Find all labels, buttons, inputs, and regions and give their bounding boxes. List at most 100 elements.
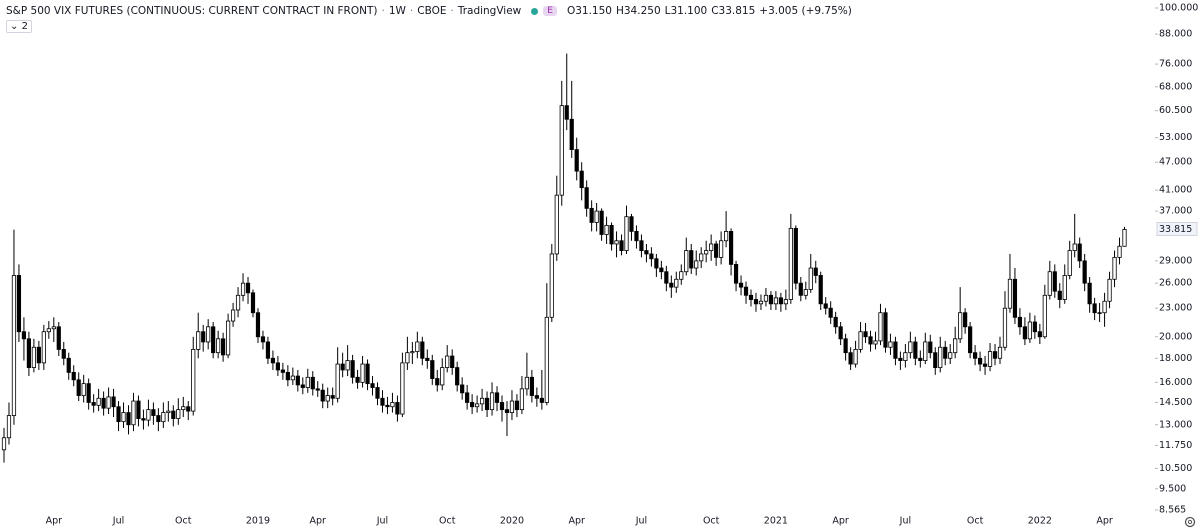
chart-title: S&P 500 VIX FUTURES (CONTINUOUS: CURRENT… [6,5,378,17]
candle-body [136,400,141,419]
candle-body [1122,229,1127,247]
candle-body [1,437,7,451]
candle-body [833,316,838,328]
candle-body [494,392,500,403]
candle-body [116,406,121,423]
candle-body [161,412,166,423]
candle-body [928,341,933,354]
y-tick-label: 41.000 [1159,185,1192,196]
y-tick-label: 16.000 [1159,377,1192,388]
candle-body [893,341,898,359]
candle-body [66,357,71,373]
candle-body [579,170,584,189]
candle-body [375,387,380,399]
candle-body [714,243,719,258]
candle-body [758,300,764,305]
candle-body [828,307,833,318]
x-tick-label: 2019 [246,516,270,527]
candle-body [753,299,759,305]
candle-body [953,338,958,354]
candle-body [619,240,624,251]
candle-body [649,253,654,260]
candle-body [992,351,998,359]
candle-body [310,376,315,390]
candle-body [440,367,445,386]
candle-body [365,363,370,385]
candle-body [748,294,754,300]
x-tick-label: Jul [899,516,911,527]
candle-body [121,412,126,423]
settings-icon[interactable] [1184,516,1196,528]
candle-body [390,402,395,408]
candle-body [489,392,495,411]
candle-body [644,250,649,255]
ohlc-close: C33.815 [711,5,756,17]
candle-body [664,271,669,284]
candle-body [808,267,813,290]
y-tick-label: 76.000 [1159,59,1192,70]
interval[interactable]: 1W [388,5,406,17]
candle-body [56,326,61,350]
candle-body [933,352,938,368]
candle-body [295,375,300,386]
candle-body [1102,300,1107,314]
candle-body [325,395,330,402]
candle-body [1092,303,1097,314]
candle-body [863,331,868,338]
candle-body [151,409,156,416]
candle-body [609,224,614,245]
candle-body [141,418,146,421]
candle-body [728,230,734,265]
candle-body [539,397,544,403]
candle-body [1037,331,1042,338]
candle-body [1047,271,1052,296]
candle-body [873,340,878,345]
candle-body [848,352,853,365]
gear-hub [1187,519,1193,525]
candle-body [245,282,251,294]
candle-body [420,341,425,359]
candle-body [823,303,828,309]
candle-body [639,240,644,251]
candle-body [230,309,236,322]
y-tick-label: 60.500 [1159,105,1192,116]
candle-body [973,352,978,359]
x-tick-label: 2021 [764,516,788,527]
candle-body [1067,250,1072,276]
candle-body [888,341,893,348]
candle-body [101,397,106,409]
candle-body [395,402,400,415]
candle-body [1042,294,1047,338]
y-tick-label: 20.000 [1159,331,1192,342]
badge[interactable]: E [543,6,557,16]
candle-body [923,341,928,361]
y-tick-label: 47.000 [1159,157,1192,168]
y-tick-label: 14.500 [1159,397,1192,408]
candle-body [260,336,266,343]
candle-body [997,346,1003,359]
y-tick-label: 88.000 [1159,29,1192,40]
candle-body [704,250,709,255]
candle-body [370,383,375,388]
candle-body [1072,243,1077,251]
candle-body [798,282,803,296]
candle-body [465,392,470,403]
candle-body [534,395,539,399]
candle-body [733,264,739,284]
x-tick-label: Oct [703,516,720,527]
ohlc-open: O31.150 [566,5,612,17]
candle-body [1022,326,1028,340]
candle-body [166,410,171,413]
candle-body [26,338,32,368]
candle-body [146,409,151,421]
pane-toggle[interactable]: ⌄ 2 [6,20,32,33]
candle-body [654,258,659,269]
candle-body [410,351,415,354]
x-tick-label: 2022 [1028,516,1052,527]
candle-body [106,396,111,409]
candle-body [564,105,569,120]
candle-body [838,326,843,340]
candle-body [474,403,480,408]
ohlc-high: H34.250 [615,5,661,17]
